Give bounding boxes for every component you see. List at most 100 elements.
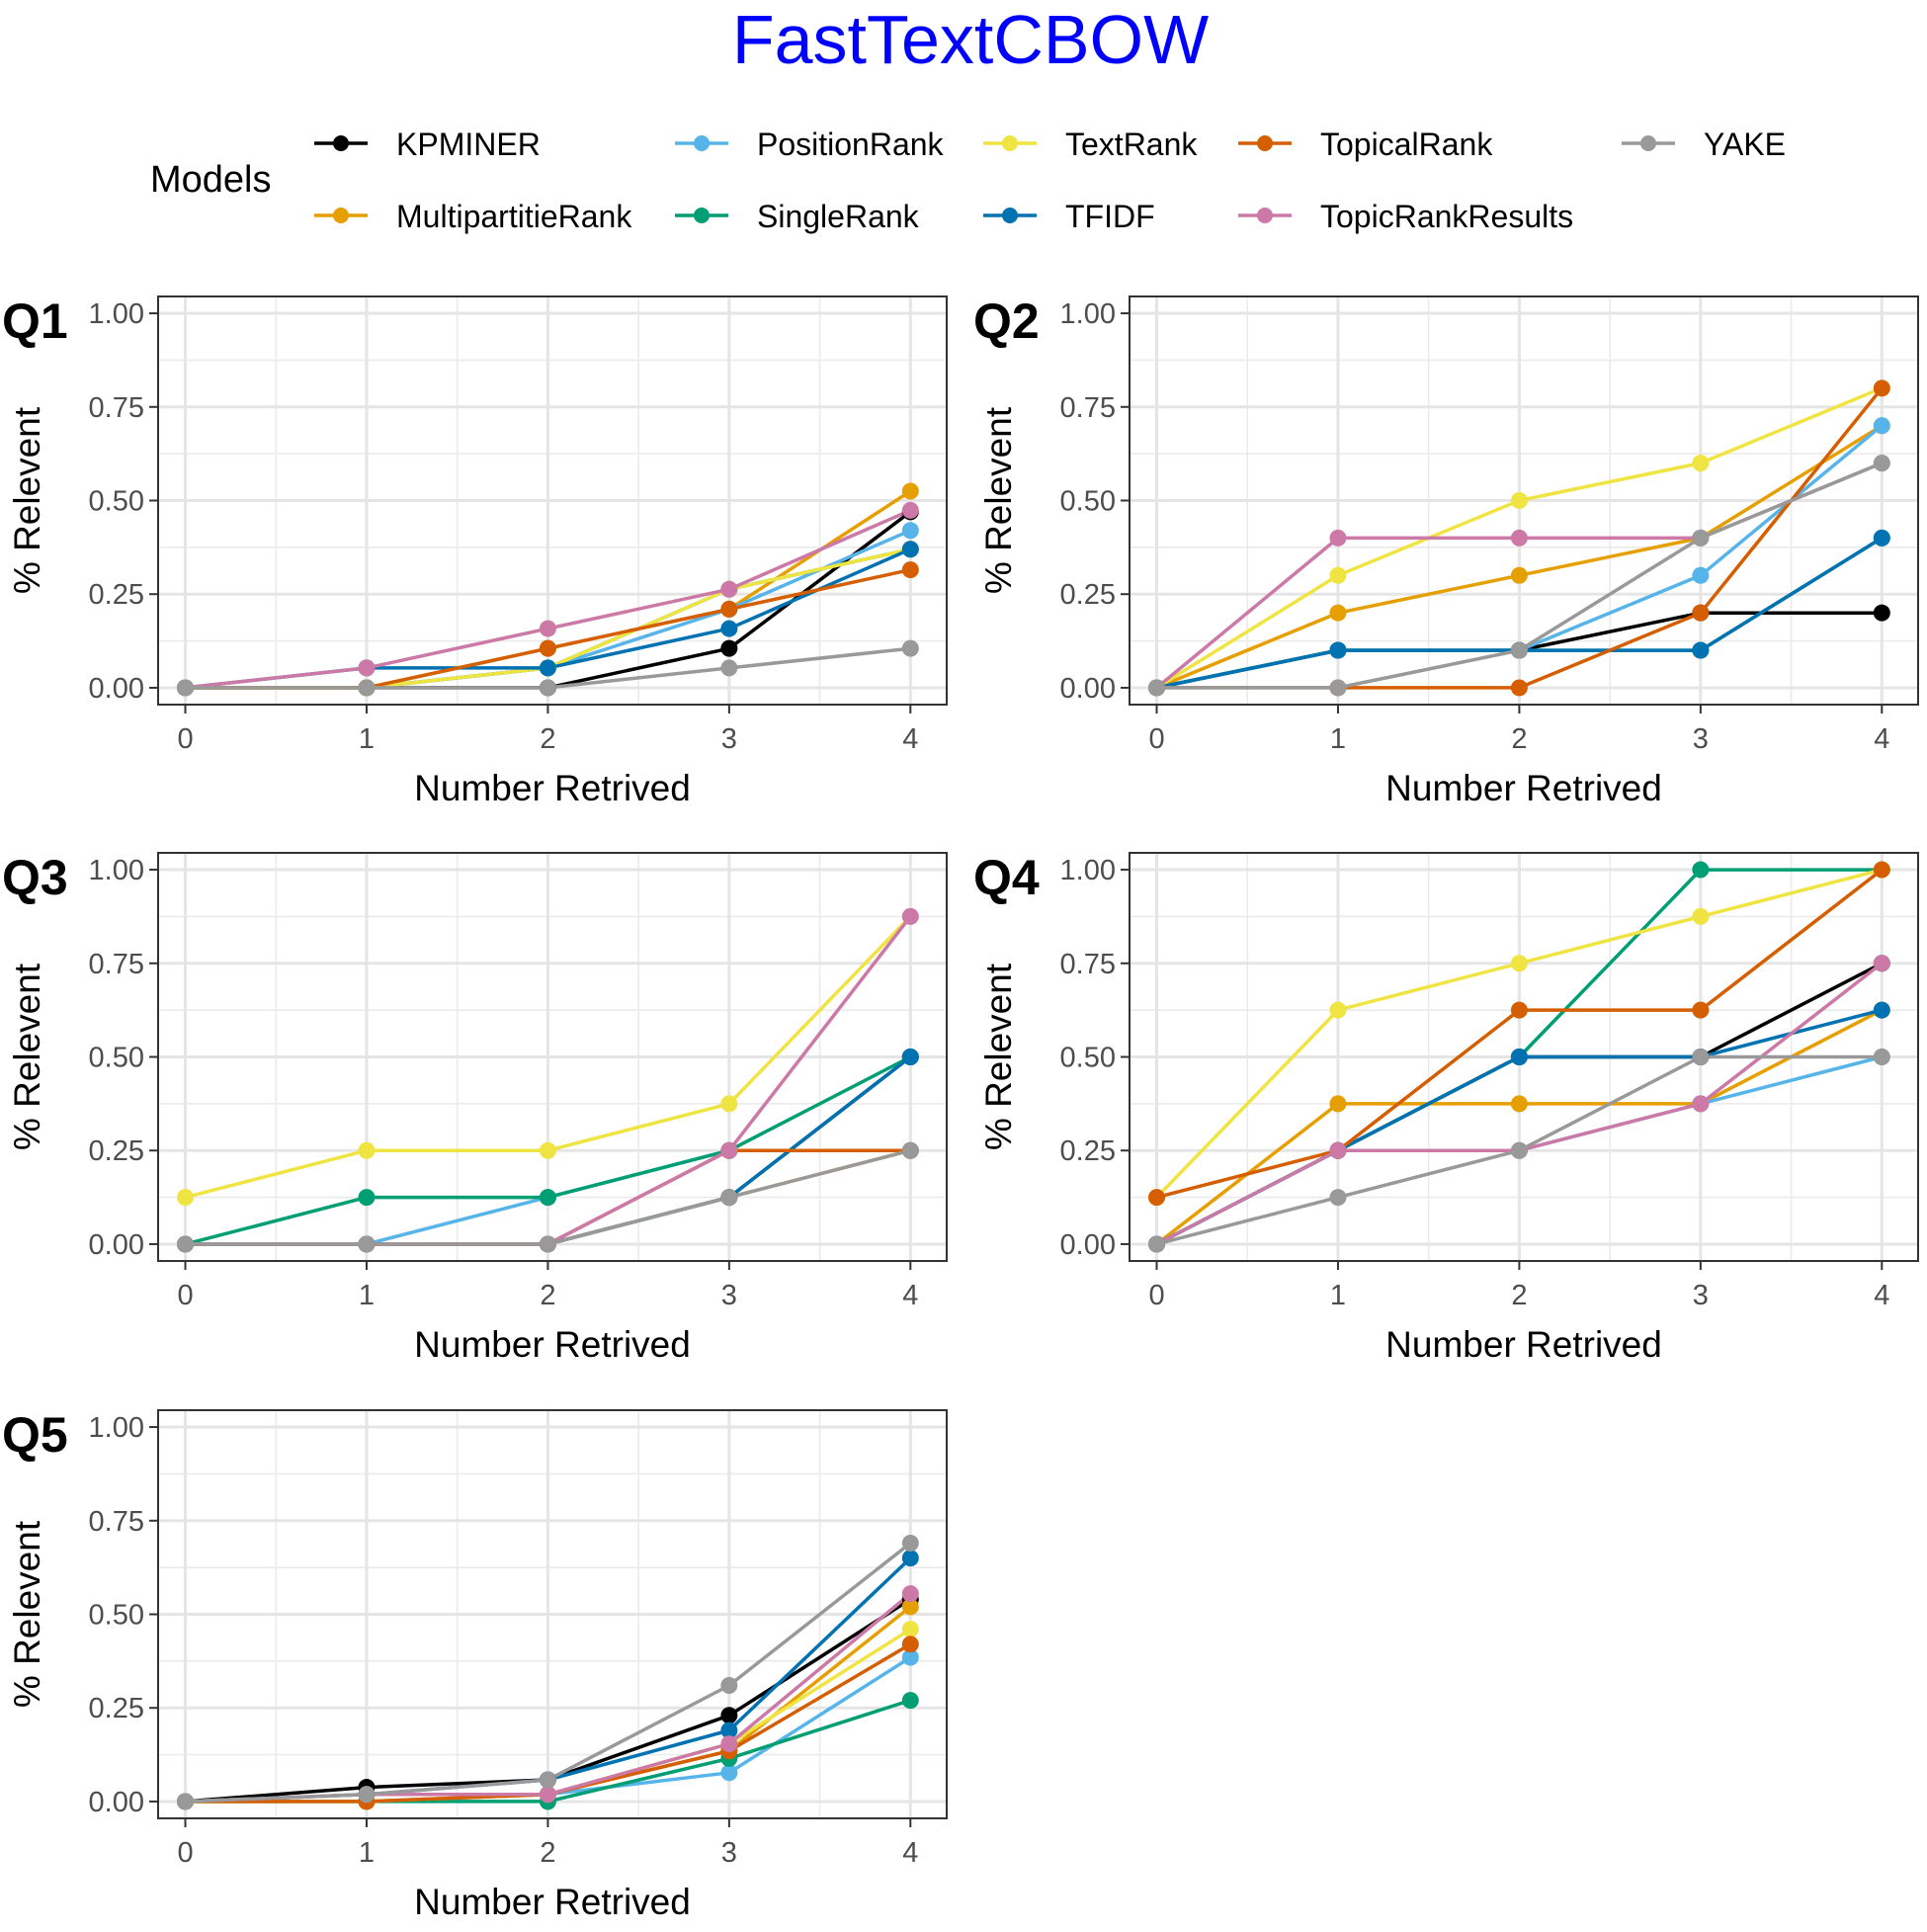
legend-key-point bbox=[333, 135, 349, 151]
data-point-yake bbox=[177, 679, 195, 697]
data-point-kpminer bbox=[1873, 604, 1890, 622]
data-point-tfidf bbox=[1692, 641, 1710, 659]
x-tick-label: 4 bbox=[902, 1837, 918, 1869]
data-point-tfidf bbox=[1329, 641, 1347, 659]
data-point-textrank bbox=[1329, 566, 1347, 584]
data-point-topicrankresults bbox=[1510, 529, 1528, 546]
data-point-tfidf bbox=[1510, 1049, 1528, 1065]
data-point-textrank bbox=[539, 1141, 556, 1159]
x-axis-label: Number Retrived bbox=[1385, 768, 1662, 808]
y-tick-label: 0.25 bbox=[1060, 1135, 1116, 1167]
data-point-topicalrank bbox=[1692, 1001, 1710, 1019]
panel-q2: 0 1 2 3 4 0.00 0.25 0.50 0.75 1.00 Number Retrived… bbox=[973, 294, 1919, 808]
x-tick-label: 2 bbox=[540, 1837, 555, 1869]
data-point-multipartitierank bbox=[1329, 604, 1347, 622]
x-tick-label: 2 bbox=[1511, 1280, 1527, 1311]
legend-item-topicalrank: TopicalRank bbox=[1238, 126, 1493, 162]
legend-item-textrank: TextRank bbox=[983, 126, 1198, 162]
data-point-yake bbox=[901, 1535, 919, 1553]
legend-key-point bbox=[1002, 208, 1018, 223]
data-point-yake bbox=[539, 1771, 556, 1789]
legend-key-point bbox=[1640, 135, 1656, 151]
y-tick-label: 1.00 bbox=[1060, 298, 1116, 330]
legend-key-point bbox=[1002, 135, 1018, 151]
panel-tag: Q4 bbox=[973, 850, 1040, 905]
data-point-yake bbox=[720, 1189, 738, 1207]
x-axis-label: Number Retrived bbox=[1385, 1324, 1662, 1365]
x-tick-label: 1 bbox=[1330, 1280, 1346, 1311]
legend-key-point bbox=[694, 135, 710, 151]
y-tick-label: 0.75 bbox=[1060, 392, 1116, 424]
y-tick-label: 0.75 bbox=[89, 392, 144, 424]
data-point-yake bbox=[901, 639, 919, 657]
data-point-topicrankresults bbox=[358, 659, 376, 677]
data-point-topicalrank bbox=[901, 561, 919, 579]
data-point-singlerank bbox=[1692, 861, 1710, 879]
legend-label: MultipartitieRank bbox=[396, 199, 632, 234]
data-point-yake bbox=[1692, 1049, 1710, 1065]
data-point-topicalrank bbox=[1873, 379, 1890, 397]
panel-tag: Q3 bbox=[2, 850, 68, 905]
legend-label: TextRank bbox=[1065, 126, 1198, 162]
panel-q5: 0 1 2 3 4 0.00 0.25 0.50 0.75 1.00 Number Retrived… bbox=[2, 1407, 948, 1922]
legend: Models KPMINER PositionRank TextRank Topica… bbox=[150, 126, 1786, 234]
data-point-topicalrank bbox=[901, 1636, 919, 1653]
data-point-singlerank bbox=[358, 1189, 376, 1207]
data-point-textrank bbox=[1329, 1001, 1347, 1019]
data-point-textrank bbox=[1510, 955, 1528, 972]
legend-item-topicrankresults: TopicRankResults bbox=[1238, 199, 1573, 234]
legend-label: TFIDF bbox=[1065, 199, 1155, 234]
x-tick-label: 2 bbox=[540, 1280, 555, 1311]
y-tick-label: 0.25 bbox=[89, 1693, 144, 1724]
x-tick-label: 3 bbox=[721, 1837, 737, 1869]
x-axis-label: Number Retrived bbox=[414, 1882, 691, 1922]
x-axis-label: Number Retrived bbox=[414, 768, 691, 808]
data-point-kpminer bbox=[720, 1707, 738, 1724]
data-point-multipartitierank bbox=[901, 482, 919, 500]
panel-tag: Q5 bbox=[2, 1407, 68, 1463]
panel-tag: Q1 bbox=[2, 294, 68, 349]
data-point-yake bbox=[720, 1676, 738, 1694]
legend-label: SingleRank bbox=[757, 199, 920, 234]
data-point-topicrankresults bbox=[539, 1786, 556, 1804]
legend-item-multipartitierank: MultipartitieRank bbox=[314, 199, 632, 234]
x-tick-label: 0 bbox=[1148, 1280, 1164, 1311]
data-point-tfidf bbox=[1873, 529, 1890, 546]
data-point-yake bbox=[358, 1786, 376, 1804]
data-point-yake bbox=[539, 1235, 556, 1253]
data-point-yake bbox=[177, 1793, 195, 1810]
y-tick-label: 0.50 bbox=[89, 1043, 144, 1074]
data-point-topicrankresults bbox=[901, 1585, 919, 1603]
legend-label: KPMINER bbox=[396, 126, 541, 162]
grid bbox=[158, 853, 947, 1261]
x-tick-label: 3 bbox=[1693, 1280, 1709, 1311]
y-tick-label: 0.50 bbox=[1060, 1043, 1116, 1074]
legend-item-positionrank: PositionRank bbox=[675, 126, 945, 162]
legend-key-point bbox=[333, 208, 349, 223]
data-point-yake bbox=[1873, 455, 1890, 472]
y-tick-label: 0.75 bbox=[89, 949, 144, 980]
data-point-positionrank bbox=[901, 522, 919, 540]
x-tick-label: 1 bbox=[359, 1837, 375, 1869]
y-tick-label: 1.00 bbox=[89, 1412, 144, 1444]
legend-label: PositionRank bbox=[757, 126, 945, 162]
x-tick-label: 4 bbox=[1874, 1280, 1889, 1311]
data-point-multipartitierank bbox=[1329, 1095, 1347, 1113]
y-tick-label: 1.00 bbox=[89, 855, 144, 886]
data-point-yake bbox=[1692, 529, 1710, 546]
x-tick-label: 0 bbox=[177, 1837, 193, 1869]
data-point-topicalrank bbox=[1873, 861, 1890, 879]
panel-tag: Q2 bbox=[973, 294, 1040, 349]
data-point-tfidf bbox=[901, 1550, 919, 1567]
data-point-topicrankresults bbox=[901, 907, 919, 925]
series-layer bbox=[177, 907, 919, 1253]
data-point-multipartitierank bbox=[1510, 566, 1528, 584]
data-point-topicrankresults bbox=[1692, 1095, 1710, 1113]
data-point-topicalrank bbox=[1510, 1001, 1528, 1019]
data-point-singlerank bbox=[901, 1692, 919, 1710]
data-point-tfidf bbox=[720, 1722, 738, 1739]
data-point-topicrankresults bbox=[1873, 955, 1890, 972]
y-axis-label: % Relevent bbox=[978, 963, 1019, 1150]
